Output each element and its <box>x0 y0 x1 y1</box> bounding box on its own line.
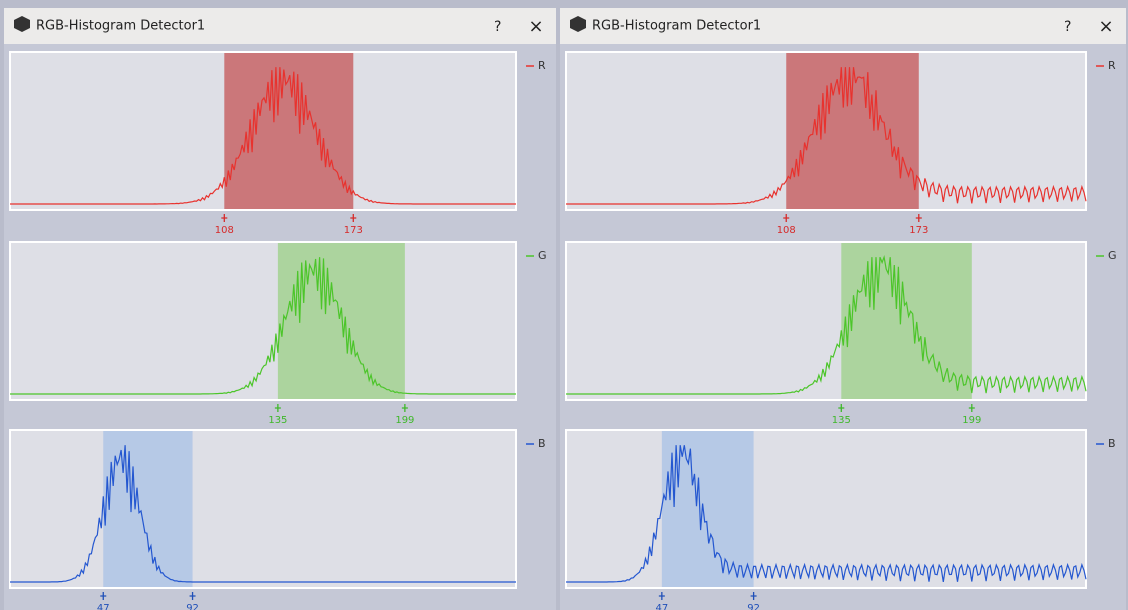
threshold-value: 92 <box>186 603 199 610</box>
channel-label: R <box>1108 59 1116 72</box>
histogram-panel <box>566 242 1086 400</box>
threshold-value: 108 <box>777 225 796 236</box>
window: RGB-Histogram Detector1? × R 108 173 G 135 199 B… <box>4 0 556 610</box>
channel-label: B <box>538 437 546 450</box>
channel-label: G <box>1108 249 1117 262</box>
threshold-value: 47 <box>97 603 110 610</box>
channel-label: B <box>1108 437 1116 450</box>
threshold-range <box>278 243 405 399</box>
help-button[interactable]: ? <box>494 19 501 35</box>
close-button[interactable]: × <box>1098 16 1113 37</box>
screen: RGB-Histogram Detector1? × R 108 173 G 135 199 B… <box>0 0 1128 610</box>
threshold-value: 173 <box>909 225 928 236</box>
channel-label: R <box>538 59 546 72</box>
channel-label: G <box>538 249 547 262</box>
threshold-value: 199 <box>962 415 981 426</box>
threshold-range <box>103 431 192 587</box>
window: RGB-Histogram Detector1? × R 108 173 G 135 199 B… <box>560 0 1126 610</box>
window-title: RGB-Histogram Detector1 <box>36 19 205 34</box>
histogram-panel <box>10 242 516 400</box>
threshold-value: 108 <box>215 225 234 236</box>
threshold-value: 173 <box>344 225 363 236</box>
close-button[interactable]: × <box>528 16 543 37</box>
threshold-value: 199 <box>395 415 414 426</box>
help-button[interactable]: ? <box>1064 19 1071 35</box>
threshold-value: 135 <box>832 415 851 426</box>
window-title: RGB-Histogram Detector1 <box>592 19 761 34</box>
threshold-value: 135 <box>268 415 287 426</box>
threshold-value: 92 <box>747 603 760 610</box>
threshold-value: 47 <box>655 603 668 610</box>
